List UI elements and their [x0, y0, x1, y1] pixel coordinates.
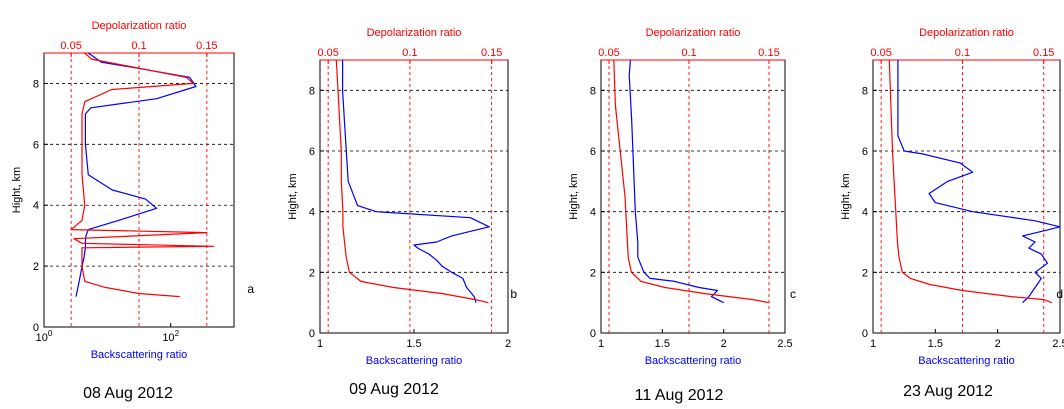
top-axis-title: Depolarization ratio: [646, 27, 741, 39]
backscatter-profile-line: [342, 60, 490, 303]
panel-letter: b: [510, 287, 517, 301]
y-tick-label: 8: [33, 78, 39, 90]
depolarization-profile-line: [335, 59, 489, 304]
bottom-tick-label: 1: [317, 338, 323, 350]
y-tick-label: 8: [590, 85, 596, 97]
bottom-tick-label: 1.5: [928, 338, 943, 350]
top-tick-label: 0.15: [196, 40, 217, 52]
y-tick-label: 4: [33, 200, 39, 212]
bottom-tick-label: 1: [598, 338, 604, 350]
top-tick-label: 0.1: [681, 47, 696, 59]
top-axis-title: Depolarization ratio: [919, 27, 1014, 39]
bottom-axis-title: Backscattering ratio: [366, 355, 463, 367]
top-tick-label: 0.05: [60, 40, 81, 52]
y-axis-title: Hight, km: [568, 173, 580, 219]
top-tick-label: 0.05: [598, 47, 619, 59]
y-tick-label: 6: [309, 146, 315, 158]
bottom-tick-label: 2: [505, 338, 511, 350]
plot-area: [600, 59, 786, 334]
top-tick-label: 0.05: [317, 47, 338, 59]
chart-panel-c: 0 2 4 6 8 0.05 0.1 0.15 1 1.5 2 2.5 Depolarization r…: [568, 27, 796, 404]
panel-letter: a: [247, 282, 254, 296]
bottom-tick-label: 1: [870, 338, 876, 350]
y-tick-label: 8: [862, 85, 868, 97]
bottom-axis-title: Backscattering ratio: [645, 355, 742, 367]
top-tick-label: 0.1: [955, 47, 970, 59]
y-tick-label: 6: [590, 146, 596, 158]
bottom-tick-label: 2.5: [777, 338, 792, 350]
y-axis-title: Hight, km: [287, 173, 299, 219]
y-tick-label: 2: [33, 261, 39, 273]
bottom-tick-label: 1.5: [406, 338, 421, 350]
chart-panel-d: 0 2 4 6 8 0.05 0.1 0.15 1 1.5 2 2.5 Depolarization r…: [840, 27, 1064, 400]
depolarization-profile-line: [613, 59, 770, 304]
bottom-tick-label: 2: [995, 338, 1001, 350]
y-tick-label: 6: [33, 139, 39, 151]
y-tick-label: 4: [590, 207, 596, 219]
date-caption: 09 Aug 2012: [349, 381, 439, 398]
tick-exponent: 2: [175, 329, 180, 338]
panel-letter: d: [1056, 287, 1063, 301]
backscatter-profile-line: [75, 52, 197, 297]
date-caption: 11 Aug 2012: [635, 387, 724, 404]
y-tick-label: 2: [862, 267, 868, 279]
y-tick-label: 0: [862, 328, 868, 340]
bottom-tick-label: 102: [162, 329, 179, 344]
top-tick-label: 0.15: [481, 47, 502, 59]
plot-area: [43, 52, 235, 328]
top-tick-label: 0.1: [402, 47, 417, 59]
bottom-tick-label: 2: [721, 338, 727, 350]
bottom-tick-label: 100: [36, 329, 53, 344]
bottom-axis-title: Backscattering ratio: [918, 355, 1015, 367]
y-tick-label: 2: [309, 267, 315, 279]
depolarization-profile-line: [70, 52, 215, 298]
top-tick-label: 0.1: [131, 40, 146, 52]
top-tick-label: 0.05: [870, 47, 891, 59]
date-caption: 08 Aug 2012: [83, 385, 173, 402]
bottom-tick-label: 1.5: [655, 338, 670, 350]
y-tick-label: 8: [309, 85, 315, 97]
bottom-axis-title: Backscattering ratio: [91, 349, 188, 361]
y-axis-title: Hight, km: [11, 167, 23, 213]
date-caption: 23 Aug 2012: [903, 383, 993, 400]
y-tick-label: 4: [309, 207, 315, 219]
y-tick-label: 4: [862, 207, 868, 219]
tick-exponent: 0: [48, 329, 53, 338]
top-axis-title: Depolarization ratio: [367, 27, 462, 39]
backscatter-profile-line: [628, 59, 724, 304]
tick-base: 10: [162, 332, 174, 344]
top-axis-title: Depolarization ratio: [92, 20, 187, 32]
y-tick-label: 0: [590, 328, 596, 340]
y-axis-title: Hight, km: [840, 173, 852, 219]
top-tick-label: 0.15: [758, 47, 779, 59]
backscatter-profile-line: [897, 60, 1061, 304]
top-tick-label: 0.15: [1033, 47, 1054, 59]
plot-area: [319, 59, 509, 334]
chart-panel-b: 0 2 4 6 8 0.05 0.1 0.15 1 1.5 2 Depolarization rati…: [287, 27, 517, 398]
depolarization-profile-line: [888, 59, 1053, 304]
tick-base: 10: [36, 332, 48, 344]
y-tick-label: 0: [309, 328, 315, 340]
plot-area: [872, 59, 1061, 334]
y-tick-label: 2: [590, 267, 596, 279]
y-tick-label: 6: [862, 146, 868, 158]
y-tick-label: 0: [33, 322, 39, 334]
bottom-tick-label: 2.5: [1052, 338, 1064, 350]
panel-letter: c: [790, 287, 796, 301]
